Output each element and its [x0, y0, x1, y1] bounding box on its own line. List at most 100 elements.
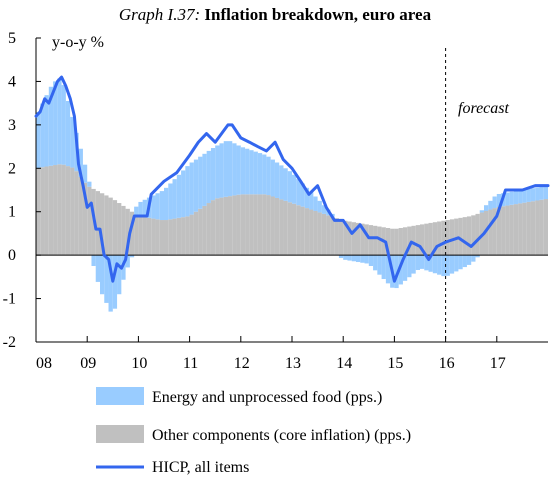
core-bar: [471, 215, 476, 256]
energy-bar: [454, 255, 459, 272]
energy-bar: [364, 255, 369, 264]
energy-bar: [296, 179, 301, 206]
energy-bar: [193, 159, 199, 212]
core-bar: [74, 171, 79, 256]
core-bar: [360, 223, 365, 256]
core-bar: [292, 203, 297, 256]
energy-bar: [104, 255, 109, 303]
energy-bar: [257, 153, 263, 195]
core-bar: [458, 217, 463, 256]
energy-bar: [407, 255, 412, 278]
x-tick-label: 12: [234, 355, 250, 372]
energy-bar: [449, 255, 455, 274]
core-bar: [407, 226, 412, 256]
energy-bar: [381, 255, 386, 280]
energy-bar: [112, 255, 118, 309]
core-bar: [65, 166, 71, 256]
core-bar: [420, 224, 425, 256]
core-bar: [415, 225, 420, 256]
x-tick-label: 14: [336, 355, 352, 372]
energy-bar: [36, 111, 41, 168]
energy-bar: [300, 183, 305, 207]
core-bar: [48, 165, 54, 256]
energy-bar: [420, 255, 425, 269]
energy-bar: [65, 100, 71, 167]
core-bar: [228, 196, 233, 256]
core-bar: [210, 200, 216, 256]
core-bar: [257, 194, 263, 256]
core-bar: [509, 204, 514, 256]
core-bar: [270, 196, 275, 256]
energy-bar: [492, 196, 497, 209]
energy-bar: [313, 196, 318, 211]
energy-bar: [283, 168, 288, 201]
energy-bar: [411, 255, 416, 274]
energy-bar: [458, 255, 463, 270]
energy-bar: [377, 255, 382, 275]
energy-bar: [253, 151, 258, 195]
core-bar: [347, 221, 352, 256]
core-bar: [245, 194, 250, 256]
energy-bar: [543, 186, 548, 200]
legend: Energy and unprocessed food (pps.) Other…: [96, 387, 411, 476]
energy-bar: [415, 255, 420, 270]
energy-bar: [223, 141, 228, 197]
energy-bar: [347, 255, 352, 261]
core-bar: [398, 228, 403, 256]
core-bar: [279, 199, 284, 256]
energy-bar: [125, 255, 130, 268]
energy-bar: [317, 200, 322, 213]
forecast-label: forecast: [458, 100, 510, 117]
hicp-line: [34, 75, 550, 283]
core-bar: [159, 220, 164, 256]
energy-bar: [292, 174, 297, 204]
energy-bar: [232, 143, 237, 196]
core-bar: [484, 210, 489, 256]
energy-bar: [57, 78, 62, 165]
y-tick-label: 3: [8, 117, 16, 134]
core-bar: [125, 208, 130, 256]
energy-bar: [151, 195, 156, 219]
core-bar: [100, 193, 105, 256]
energy-bar: [91, 255, 96, 266]
core-bar: [202, 205, 207, 256]
energy-bar: [509, 191, 514, 205]
energy-bar: [535, 187, 540, 201]
core-bar: [394, 228, 399, 256]
energy-bar: [219, 143, 224, 198]
x-tick-label: 08: [36, 355, 52, 372]
energy-bar: [360, 255, 365, 263]
core-bar: [454, 218, 459, 256]
energy-bar: [287, 171, 292, 203]
energy-bar: [343, 255, 348, 260]
energy-bar: [262, 154, 267, 195]
x-tick-label: 15: [387, 355, 403, 372]
core-bar: [70, 167, 75, 256]
core-bar: [249, 194, 254, 256]
energy-bar: [249, 150, 254, 195]
energy-bar: [402, 255, 408, 281]
legend-swatch-energy: [96, 387, 144, 405]
core-bar: [112, 200, 118, 256]
core-bar: [240, 194, 246, 256]
energy-bar: [496, 193, 502, 208]
energy-bar: [279, 165, 284, 200]
y-tick-label: 0: [8, 247, 16, 264]
core-bar: [262, 194, 267, 256]
core-bar: [356, 222, 361, 256]
energy-bar: [398, 255, 403, 285]
energy-bar: [274, 162, 280, 198]
core-bar: [117, 203, 122, 256]
core-bar: [283, 200, 288, 256]
energy-bar: [522, 189, 527, 203]
energy-bar: [70, 116, 75, 168]
energy-bar: [202, 153, 207, 206]
chart-title: Graph I.37: Inflation breakdown, euro ar…: [119, 5, 432, 24]
energy-bar: [117, 255, 122, 295]
energy-bar: [304, 187, 310, 209]
energy-bar: [539, 186, 544, 200]
chart-title-prefix: Graph I.37:: [119, 5, 200, 24]
core-bar: [155, 219, 160, 256]
y-axis-label: y-o-y %: [52, 34, 104, 51]
